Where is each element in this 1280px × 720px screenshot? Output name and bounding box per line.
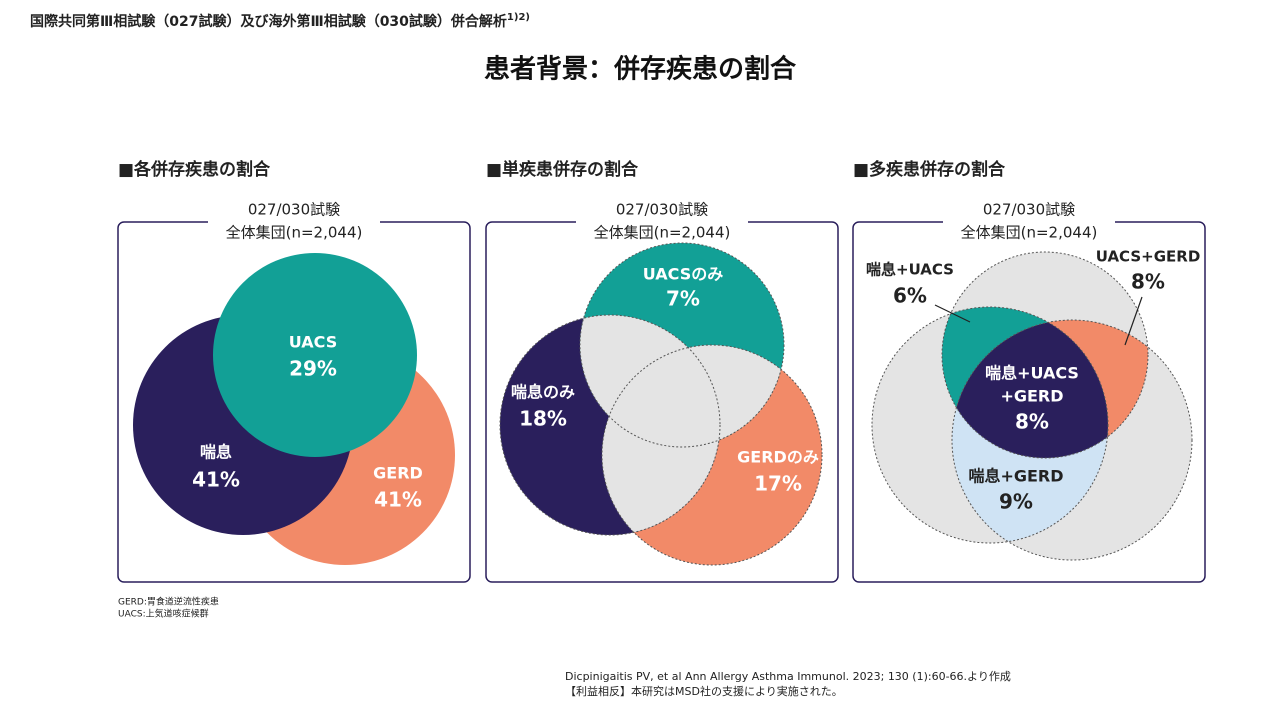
region-value: 8% [1015,410,1049,434]
region-value: 7% [666,287,700,311]
panel-subtitle: 027/030試験 [248,201,340,219]
panel-subtitle: 全体集団(n=2,044) [594,224,731,242]
region-label: 喘息のみ [511,383,575,402]
region-label: GERD [373,464,423,483]
venn-3 [871,251,1193,561]
panel-subtitle: 全体集団(n=2,044) [226,224,363,242]
citation: 【利益相反】本研究はMSD社の支援により実施された。 [565,684,843,698]
region-label: UACS+GERD [1096,248,1201,266]
panel-subtitle: 全体集団(n=2,044) [961,224,1098,242]
region-value: 9% [999,490,1033,514]
panel-heading: ■多疾患併存の割合 [853,159,1006,180]
region-label: 喘息+UACS [985,364,1079,383]
venn-2 [499,242,823,566]
citation: Dicpinigaitis PV, et al Ann Allergy Asth… [565,670,1011,683]
footnote: GERD:胃食道逆流性疾患 [118,596,219,608]
region-label: 喘息+GERD [968,467,1063,486]
venn-1 [133,253,455,565]
region-label: GERDのみ [737,448,819,467]
region-label: +GERD [1000,387,1063,406]
region-value: 41% [374,488,422,512]
region-label: UACS [289,333,337,352]
subtitle-backgrounds [208,198,1115,246]
header-superscript: 1)2) [507,12,530,23]
panel-heading: ■単疾患併存の割合 [486,159,639,180]
region-value: 6% [893,284,927,308]
panel-subtitle: 027/030試験 [616,201,708,219]
region-value: 17% [754,472,802,496]
main-title: 患者背景：併存疾患の割合 [484,54,797,85]
region-value: 41% [192,468,240,492]
panel-heading: ■各併存疾患の割合 [118,159,271,180]
region-label: UACSのみ [643,265,723,284]
footnote: UACS:上気道咳症候群 [118,608,209,620]
region-value: 8% [1131,270,1165,294]
header-text: 国際共同第Ⅲ相試験（027試験）及び海外第Ⅲ相試験（030試験）併合解析 [30,13,507,30]
region-value: 18% [519,407,567,431]
region-value: 29% [289,357,337,381]
header-title: 国際共同第Ⅲ相試験（027試験）及び海外第Ⅲ相試験（030試験）併合解析1)2) [30,12,530,30]
region-label: 喘息+UACS [866,261,954,279]
region-label: 喘息 [200,443,232,462]
panel-subtitle: 027/030試験 [983,201,1075,219]
